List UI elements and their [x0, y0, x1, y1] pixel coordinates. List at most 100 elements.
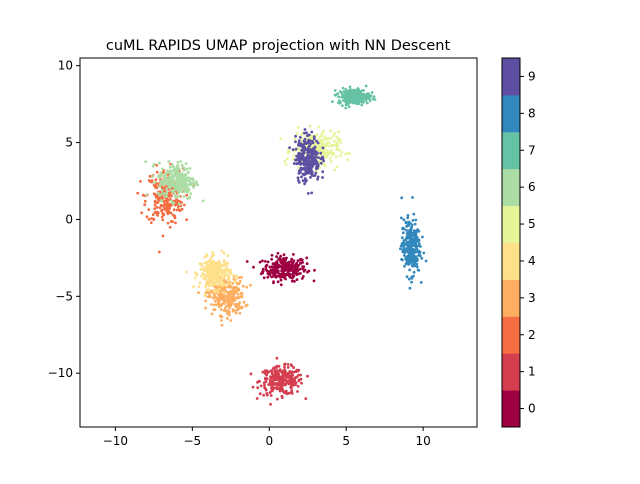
data-point — [221, 293, 225, 297]
data-point — [356, 102, 360, 105]
data-point — [290, 269, 294, 272]
data-point — [305, 179, 308, 182]
data-point — [410, 223, 414, 227]
data-point — [288, 266, 291, 270]
data-point — [264, 264, 268, 268]
data-point — [413, 241, 417, 245]
data-point — [306, 134, 309, 138]
data-point — [412, 251, 416, 255]
data-point — [151, 164, 155, 168]
data-point — [295, 375, 299, 379]
data-point — [299, 144, 303, 148]
data-point — [280, 376, 283, 380]
data-point — [340, 91, 343, 95]
data-point — [222, 270, 226, 274]
data-point — [181, 177, 185, 181]
data-point — [184, 183, 188, 187]
data-point — [141, 193, 145, 197]
data-point — [220, 284, 224, 288]
data-point — [312, 161, 316, 165]
data-point — [336, 137, 340, 141]
data-point — [292, 366, 295, 369]
data-point — [276, 266, 280, 269]
data-point — [219, 304, 223, 308]
data-point — [315, 139, 318, 143]
colorbar-tick-label: 4 — [528, 254, 536, 268]
data-point — [303, 137, 307, 141]
data-point — [160, 208, 164, 212]
data-point — [259, 384, 263, 388]
data-point — [309, 172, 312, 175]
data-point — [347, 89, 351, 92]
data-point — [136, 191, 140, 195]
data-point — [157, 250, 161, 254]
data-point — [204, 299, 208, 303]
data-point — [340, 104, 344, 107]
data-point — [166, 210, 170, 214]
data-point — [330, 151, 333, 155]
data-point — [297, 172, 301, 175]
data-point — [400, 236, 404, 240]
data-point — [276, 397, 279, 401]
data-point — [297, 141, 301, 145]
data-point — [189, 183, 193, 187]
data-point — [229, 319, 233, 322]
data-point — [288, 275, 292, 279]
x-tick-label: −10 — [103, 434, 128, 448]
data-point — [234, 280, 237, 283]
data-point — [204, 294, 208, 298]
colorbar-tick-label: 6 — [528, 180, 536, 194]
data-point — [334, 155, 338, 159]
data-point — [295, 162, 299, 166]
data-point — [272, 281, 275, 285]
data-point — [283, 159, 287, 163]
data-point — [268, 391, 272, 395]
data-point — [294, 147, 298, 151]
data-point — [411, 219, 415, 222]
data-point — [277, 269, 280, 273]
data-point — [320, 142, 324, 146]
colorbar-segment — [502, 316, 520, 354]
data-point — [236, 296, 240, 299]
data-point — [407, 277, 411, 281]
data-point — [192, 285, 196, 289]
data-point — [188, 167, 192, 170]
data-point — [214, 295, 218, 299]
data-point — [199, 267, 203, 271]
data-point — [409, 259, 413, 263]
data-point — [216, 302, 220, 306]
data-point — [310, 156, 314, 160]
data-point — [184, 162, 188, 166]
data-point — [157, 174, 160, 178]
data-point — [333, 143, 336, 147]
data-point — [362, 89, 365, 92]
data-point — [300, 381, 303, 385]
data-point — [333, 93, 337, 97]
data-point — [301, 265, 304, 269]
data-point — [211, 270, 215, 274]
data-point — [219, 290, 222, 294]
data-point — [344, 92, 348, 96]
data-point — [286, 151, 290, 155]
data-point — [300, 277, 304, 280]
data-point — [269, 402, 272, 406]
data-point — [215, 263, 219, 267]
data-point — [162, 174, 166, 178]
data-point — [280, 396, 284, 399]
data-point — [182, 195, 186, 198]
data-point — [228, 290, 232, 293]
y-tick-label: 0 — [65, 212, 73, 226]
data-point — [170, 181, 174, 185]
data-point — [417, 238, 421, 242]
data-point — [255, 397, 259, 400]
data-point — [292, 162, 296, 165]
data-point — [226, 254, 230, 257]
data-point — [258, 260, 262, 264]
data-point — [174, 221, 177, 225]
data-point — [281, 261, 284, 265]
data-point — [279, 386, 282, 390]
data-point — [203, 255, 207, 259]
data-point — [180, 163, 184, 167]
data-point — [307, 158, 311, 162]
data-point — [207, 284, 211, 288]
